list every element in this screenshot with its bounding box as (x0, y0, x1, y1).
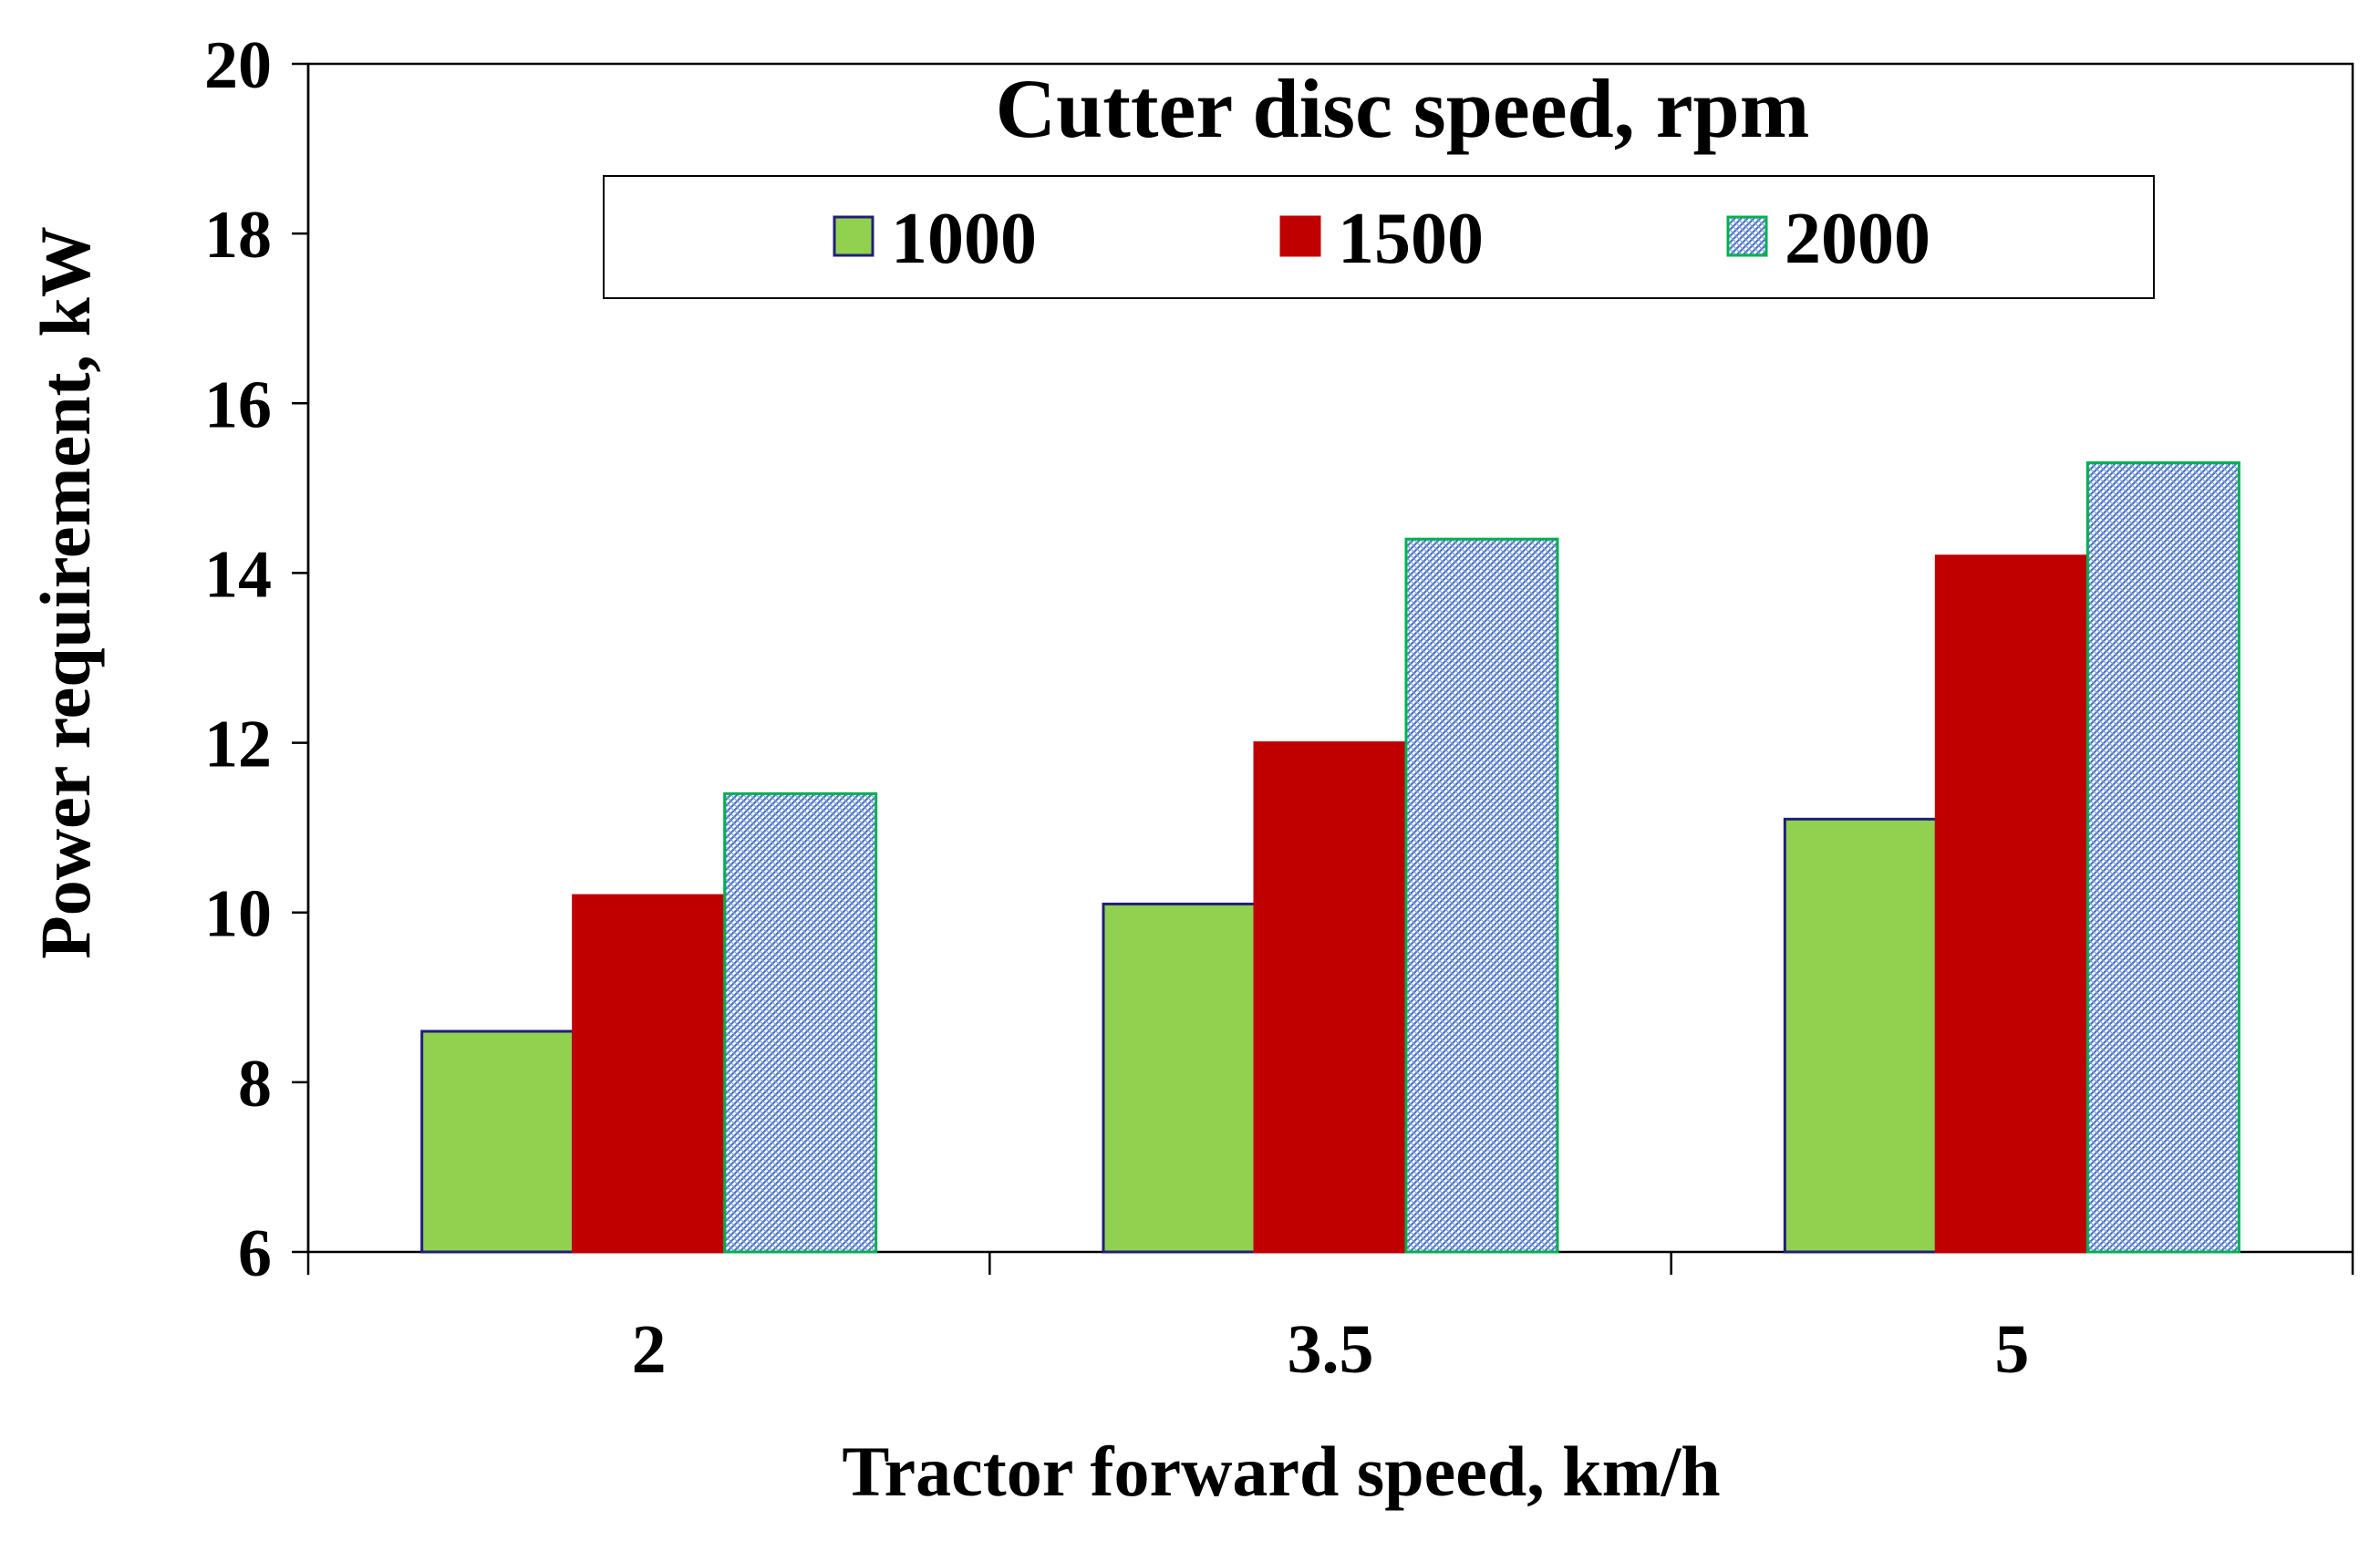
bar-1000-5 (1783, 817, 1938, 1254)
x-tick-label: 2 (632, 1311, 667, 1388)
legend-label-1000: 1000 (891, 199, 1037, 279)
y-axis-label: Power requirement, kW (26, 226, 105, 959)
bar-1000-3_5 (1102, 902, 1257, 1254)
legend-swatch-1000 (833, 215, 874, 257)
y-tick-label: 20 (204, 28, 272, 103)
y-tick-label: 12 (204, 708, 272, 782)
legend-swatch-2000 (1726, 215, 1768, 257)
axis-layer: 6 8 10 12 14 16 18 20 2 3.5 5 (204, 28, 2354, 1388)
y-tick-label: 18 (204, 198, 272, 273)
y-tick-label: 10 (204, 877, 272, 952)
y-tick-label: 14 (204, 537, 272, 612)
x-tick-label: 3.5 (1288, 1311, 1374, 1388)
y-tick-label: 6 (238, 1216, 272, 1291)
legend-label-1500: 1500 (1338, 199, 1484, 279)
bar-2000-5 (2085, 460, 2240, 1254)
legend-label-2000: 2000 (1785, 199, 1930, 279)
bar-2000-2 (723, 791, 878, 1254)
chart-title: Cutter disc speed, rpm (996, 62, 1810, 155)
legend: 1000 1500 2000 (833, 199, 1930, 279)
legend-swatch-1500 (1279, 215, 1321, 257)
y-tick-label: 16 (204, 367, 272, 442)
bar-1500-2 (572, 894, 727, 1254)
bars-layer (420, 460, 2240, 1254)
bar-1500-3_5 (1253, 741, 1408, 1254)
bar-1000-2 (420, 1029, 575, 1254)
bar-2000-3_5 (1404, 537, 1559, 1254)
y-tick-label: 8 (238, 1047, 272, 1122)
x-tick-label: 5 (1994, 1311, 2029, 1388)
bar-1500-5 (1934, 554, 2089, 1254)
x-axis-label: Tractor forward speed, km/h (842, 1432, 1720, 1511)
